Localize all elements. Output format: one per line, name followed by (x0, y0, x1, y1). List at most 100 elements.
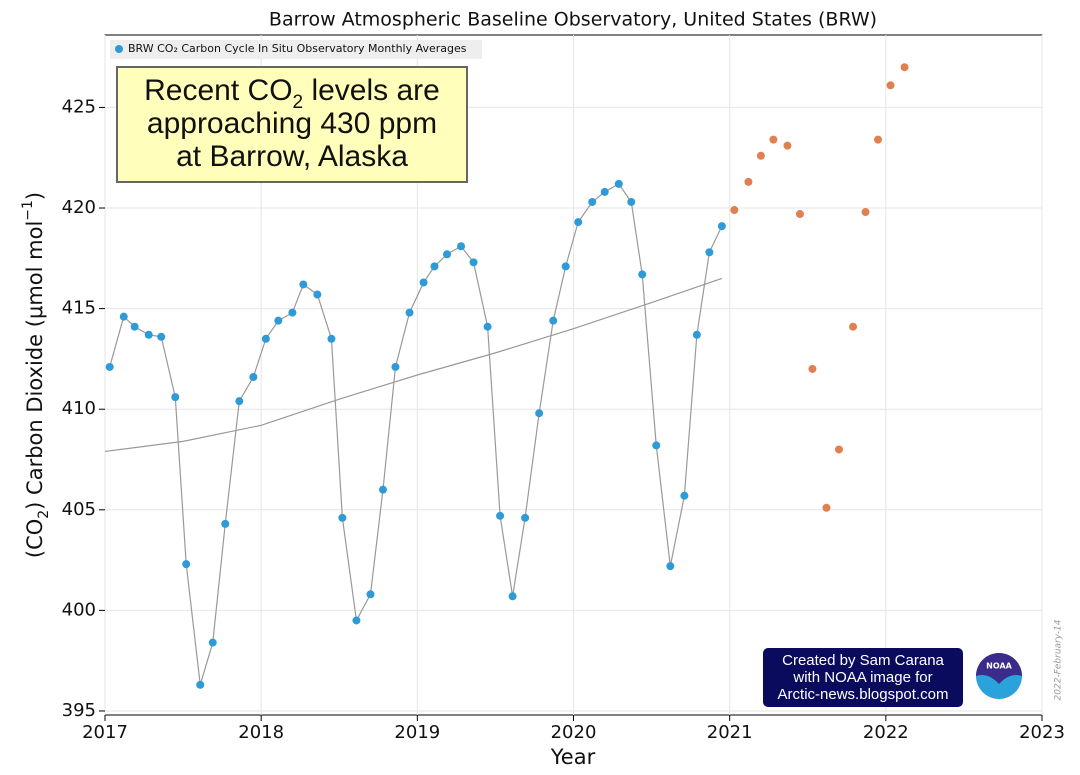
credits-line: with NOAA image for (792, 669, 932, 686)
data-point (119, 312, 128, 321)
credits-line: Created by Sam Carana (782, 652, 944, 669)
y-tick-label: 400 (62, 599, 96, 620)
x-tick-label: 2018 (238, 722, 284, 743)
data-point (795, 210, 804, 219)
data-point (744, 177, 753, 186)
data-point (391, 362, 400, 371)
data-point (405, 308, 414, 317)
data-point (221, 519, 230, 528)
data-point (208, 638, 217, 647)
chart-title: Barrow Atmospheric Baseline Observatory,… (269, 9, 877, 31)
data-point (535, 409, 544, 418)
credits-box (763, 648, 963, 707)
data-point (783, 141, 792, 150)
data-point (313, 290, 322, 299)
logo-top (976, 653, 1022, 684)
legend-box (110, 40, 482, 59)
data-point (299, 280, 308, 289)
data-point (144, 330, 153, 339)
data-point (834, 445, 843, 454)
data-point (496, 511, 505, 520)
x-tick-label: 2017 (82, 722, 128, 743)
data-point (352, 616, 361, 625)
data-point (430, 262, 439, 271)
annotation-box (116, 66, 468, 183)
data-point (614, 179, 623, 188)
data-point (378, 485, 387, 494)
data-point (638, 270, 647, 279)
y-axis-label-part: 2 (36, 510, 52, 519)
y-tick-label: 405 (62, 499, 96, 520)
data-point (808, 364, 817, 373)
data-point (261, 334, 270, 343)
data-point (483, 322, 492, 331)
data-point (627, 197, 636, 206)
data-point (549, 316, 558, 325)
y-axis-label: (CO2) Carbon Dioxide (μmol mol−1) (20, 192, 52, 558)
date-stamp: 2022-February-14 (1054, 619, 1064, 700)
annotation-part: at Barrow, Alaska (176, 140, 408, 173)
y-tick-label: 395 (62, 700, 96, 721)
data-point (680, 491, 689, 500)
x-axis-label: Year (550, 745, 596, 769)
series-line (104, 277, 723, 453)
data-point (157, 332, 166, 341)
data-point (874, 135, 883, 144)
data-point (600, 187, 609, 196)
data-point (274, 316, 283, 325)
data-point (705, 248, 714, 257)
data-point (171, 393, 180, 402)
data-point (886, 81, 895, 90)
credits-line: Arctic-news.blogspot.com (778, 686, 949, 703)
legend-marker (115, 45, 123, 53)
data-point (249, 373, 258, 382)
y-tick-label: 420 (62, 197, 96, 218)
data-point (574, 218, 583, 227)
x-tick-label: 2020 (551, 722, 597, 743)
legend-label: BRW CO₂ Carbon Cycle In Situ Observatory… (128, 42, 467, 55)
data-point (182, 560, 191, 569)
data-point (327, 334, 336, 343)
data-point (338, 513, 347, 522)
data-point (717, 222, 726, 231)
data-point (692, 330, 701, 339)
data-point (652, 441, 661, 450)
data-point (508, 592, 517, 601)
data-point (457, 242, 466, 251)
x-tick-label: 2019 (394, 722, 440, 743)
annotation-part: 2 (293, 92, 304, 113)
y-axis-label-part: ) Carbon Dioxide (μmol mol (23, 221, 47, 510)
data-point (849, 322, 858, 331)
annotation-line: Recent CO2 levels are (144, 74, 440, 113)
data-point (769, 135, 778, 144)
x-tick-label: 2023 (1019, 722, 1065, 743)
y-axis-label-part: −1 (20, 200, 36, 221)
annotation-part: levels are (303, 74, 440, 107)
data-point (900, 63, 909, 72)
logo-text: NOAA (986, 662, 1012, 671)
y-axis-label-part: (CO (23, 519, 47, 558)
annotation-part: Recent CO (144, 74, 292, 107)
data-point (419, 278, 428, 287)
data-point (105, 362, 114, 371)
annotation-part: approaching 430 ppm (147, 107, 437, 140)
data-point (443, 250, 452, 259)
y-axis-label-part: ) (23, 192, 47, 200)
y-tick-label: 425 (62, 96, 96, 117)
data-point (469, 258, 478, 267)
data-point (756, 151, 765, 160)
x-tick-label: 2021 (707, 722, 753, 743)
data-point (730, 206, 739, 215)
data-point (366, 590, 375, 599)
data-point (666, 562, 675, 571)
data-point (235, 397, 244, 406)
y-tick-label: 410 (62, 398, 96, 419)
y-tick-label: 415 (62, 298, 96, 319)
data-point (288, 308, 297, 317)
x-tick-label: 2022 (863, 722, 909, 743)
data-point (861, 208, 870, 217)
data-point (588, 197, 597, 206)
data-point (822, 503, 831, 512)
annotation-line: at Barrow, Alaska (176, 140, 408, 173)
